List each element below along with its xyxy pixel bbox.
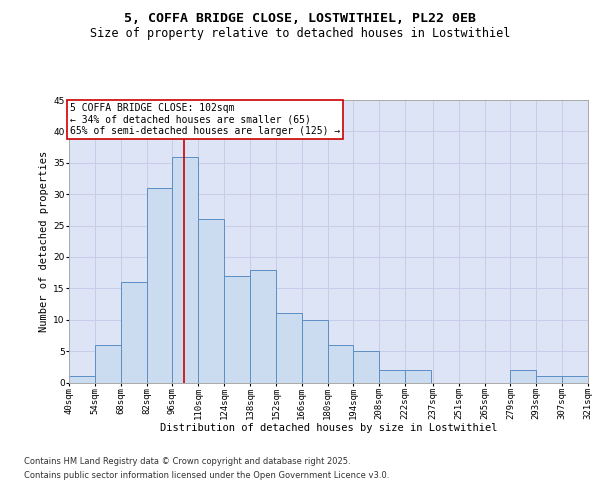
Bar bbox=[69, 376, 95, 382]
X-axis label: Distribution of detached houses by size in Lostwithiel: Distribution of detached houses by size … bbox=[160, 423, 497, 433]
Bar bbox=[328, 345, 353, 383]
Bar bbox=[224, 276, 250, 382]
Y-axis label: Number of detached properties: Number of detached properties bbox=[39, 150, 49, 332]
Bar bbox=[146, 188, 172, 382]
Text: Contains HM Land Registry data © Crown copyright and database right 2025.: Contains HM Land Registry data © Crown c… bbox=[24, 458, 350, 466]
Bar bbox=[405, 370, 431, 382]
Bar bbox=[121, 282, 146, 382]
Bar bbox=[95, 345, 121, 383]
Text: Size of property relative to detached houses in Lostwithiel: Size of property relative to detached ho… bbox=[90, 28, 510, 40]
Bar bbox=[250, 270, 276, 382]
Bar bbox=[379, 370, 405, 382]
Bar bbox=[276, 314, 302, 382]
Text: Contains public sector information licensed under the Open Government Licence v3: Contains public sector information licen… bbox=[24, 471, 389, 480]
Bar bbox=[511, 370, 536, 382]
Bar bbox=[536, 376, 562, 382]
Bar bbox=[172, 156, 198, 382]
Bar bbox=[562, 376, 588, 382]
Text: 5 COFFA BRIDGE CLOSE: 102sqm
← 34% of detached houses are smaller (65)
65% of se: 5 COFFA BRIDGE CLOSE: 102sqm ← 34% of de… bbox=[70, 103, 340, 136]
Bar bbox=[302, 320, 328, 382]
Text: 5, COFFA BRIDGE CLOSE, LOSTWITHIEL, PL22 0EB: 5, COFFA BRIDGE CLOSE, LOSTWITHIEL, PL22… bbox=[124, 12, 476, 26]
Bar bbox=[198, 220, 224, 382]
Bar bbox=[353, 351, 379, 382]
